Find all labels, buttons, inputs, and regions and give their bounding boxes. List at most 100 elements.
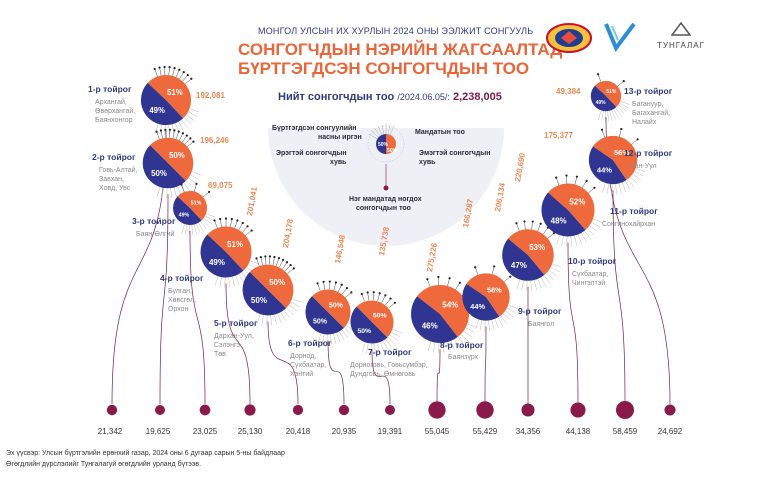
mandate-dot: [189, 137, 192, 140]
age-ray: [607, 111, 609, 122]
mandate-stick: [455, 282, 461, 290]
district-area: Сүхбаатар,: [290, 361, 326, 369]
age-ray: [273, 314, 277, 325]
mandate-dot: [585, 179, 588, 183]
connector-line: [225, 283, 251, 405]
mandate-stick: [187, 141, 194, 147]
mandate-stick: [582, 180, 587, 188]
mandate-dot: [328, 280, 331, 283]
female-pct-label: 51%: [167, 88, 183, 97]
mandate-stick: [182, 135, 188, 143]
age-ray: [183, 182, 190, 191]
legend-female-label: хувь: [419, 159, 436, 166]
mandate-stick: [524, 221, 526, 230]
age-ray: [491, 319, 495, 330]
female-share-wedge: [312, 289, 351, 328]
total-label: Нийт сонгогчдын тоо: [278, 91, 395, 103]
age-ray: [432, 342, 436, 353]
mandate-stick: [159, 67, 162, 76]
age-ray: [366, 343, 369, 354]
mandate-dot: [273, 255, 276, 259]
mandate-dot: [164, 128, 167, 131]
age-ray: [488, 320, 490, 331]
mandate-stick: [179, 133, 184, 141]
mandate-stick: [367, 292, 370, 301]
male-pct-label: 47%: [511, 261, 527, 270]
source-line-1: Эх үүсвэр: Улсын бүртгэлийн ерөнхий газа…: [6, 450, 285, 457]
district-area: Баянгол: [528, 321, 554, 328]
district-bubbles: 49%51%50%50%49%51%49%51%50%50%50%50%50%5…: [140, 65, 646, 354]
total-value: 2,238,005: [452, 91, 502, 103]
mandate-dot: [474, 266, 477, 269]
mandate-dot: [600, 128, 604, 131]
mandate-dot: [292, 267, 295, 270]
age-ray: [200, 221, 207, 230]
female-share-wedge: [356, 300, 394, 338]
age-ray: [374, 343, 376, 354]
age-ray: [391, 332, 401, 338]
age-ray: [188, 111, 198, 117]
age-ray: [161, 187, 164, 198]
age-ray: [556, 235, 561, 245]
age-ray: [442, 342, 445, 353]
female-pct-label: 50%: [169, 151, 185, 160]
legend-mandate-ray: [381, 124, 385, 135]
legend-female-label: Эмэгтэй сонгогчдын: [419, 149, 491, 157]
mandate-stick: [214, 220, 218, 229]
age-ray: [506, 307, 516, 314]
male-pct-label: 49%: [179, 213, 190, 219]
age-ray: [500, 315, 507, 324]
age-ray: [463, 330, 472, 338]
mandate-dot: [593, 186, 596, 189]
male-share-wedge: [350, 306, 388, 344]
district-name: 8-р тойрог: [440, 340, 484, 350]
age-ray: [185, 224, 188, 235]
mandate-dot: [277, 257, 281, 260]
total-date: /2024.06.05/:: [397, 92, 450, 102]
age-ray: [446, 342, 450, 352]
age-ray: [286, 307, 294, 315]
age-ray: [189, 108, 200, 113]
district-area: Багахангай,: [632, 109, 670, 117]
age-ray: [621, 182, 627, 192]
legend-mandate-ray: [389, 125, 395, 135]
male-share-wedge: [588, 146, 627, 185]
district-area: Сүхбаатар,: [572, 270, 608, 278]
age-ray: [219, 277, 222, 288]
mandate-dot: [155, 130, 158, 133]
age-ray: [577, 234, 582, 244]
mandate-stick: [256, 258, 260, 266]
mandate-stick: [202, 191, 210, 198]
mandate-stick: [385, 298, 391, 306]
age-ray: [392, 329, 403, 334]
mandate-dot: [219, 217, 222, 221]
mandate-dot: [384, 294, 387, 297]
mandate-stick: [172, 68, 175, 76]
mandate-dot: [360, 292, 363, 296]
per-mandate-dot: [428, 401, 446, 419]
female-pct-label: 56%: [487, 285, 502, 294]
per-mandate-value: 34,356: [516, 427, 541, 436]
mandate-stick: [165, 129, 167, 138]
page-title: СОНГОГЧДЫН НЭРИЙН ЖАГСААЛТАД БҮРТГЭГДСЭН…: [238, 40, 562, 78]
legend-diagram: 50%50% Бүртгэгдсэн сонгуулийн насны иргэн М…: [268, 124, 504, 246]
age-ray: [256, 314, 261, 325]
per-mandate-value: 19,625: [146, 427, 171, 436]
mandate-stick: [555, 177, 560, 186]
mandate-stick: [574, 176, 578, 185]
female-pct-label: 51%: [606, 89, 617, 95]
voters-count: 275,226: [425, 242, 439, 273]
mandate-dot: [173, 129, 176, 132]
age-ray: [597, 110, 602, 121]
connector-lines: [111, 117, 671, 405]
age-ray: [361, 342, 366, 353]
district-area: Баянзүрх: [448, 354, 479, 361]
mandate-dot: [282, 258, 285, 262]
per-mandate-value: 19,391: [378, 427, 403, 436]
age-ray: [339, 331, 345, 341]
mandate-dot: [182, 71, 185, 74]
mandate-stick: [427, 279, 431, 287]
district-area: Орхон: [168, 306, 189, 313]
age-ray: [178, 121, 184, 131]
mandate-dot: [426, 278, 429, 281]
